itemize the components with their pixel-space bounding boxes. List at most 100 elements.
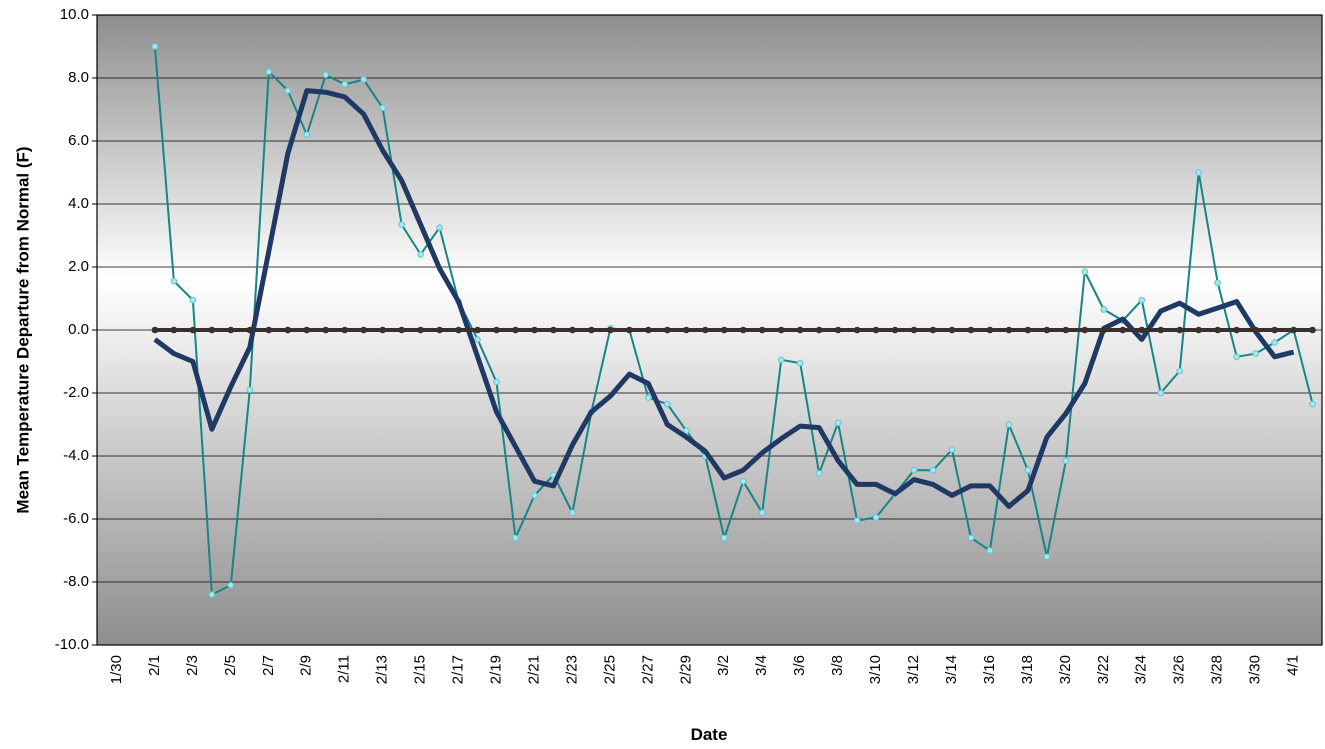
data-point	[948, 446, 956, 454]
data-point	[531, 492, 538, 499]
data-point	[1119, 326, 1127, 334]
data-point	[170, 277, 178, 285]
data-point	[1081, 268, 1089, 276]
data-point	[758, 509, 766, 517]
data-point	[569, 509, 576, 517]
x-tick-label: 2/5	[222, 655, 239, 676]
data-point	[796, 359, 804, 367]
data-point	[1138, 296, 1146, 304]
data-point	[701, 326, 709, 334]
data-point	[1195, 169, 1202, 176]
data-point	[853, 326, 861, 334]
data-point	[1157, 326, 1165, 334]
data-point	[645, 394, 652, 402]
data-point	[815, 326, 823, 334]
x-tick-label: 2/19	[487, 655, 504, 684]
data-point	[796, 326, 804, 334]
data-point	[379, 104, 386, 112]
data-point	[493, 326, 500, 334]
y-tick-label: -6.0	[63, 510, 89, 527]
x-tick-label: 2/21	[525, 655, 542, 684]
data-point	[360, 326, 367, 334]
x-tick-label: 2/15	[412, 655, 429, 684]
data-point	[550, 326, 557, 334]
data-point	[1043, 326, 1051, 334]
data-point	[739, 477, 747, 485]
data-point	[1043, 553, 1051, 561]
data-point	[398, 221, 405, 228]
y-tick-label: 4.0	[68, 195, 89, 212]
x-tick-label: 2/17	[450, 655, 467, 684]
data-point	[948, 326, 956, 334]
x-tick-label: 3/14	[943, 655, 960, 684]
data-point	[834, 326, 842, 334]
x-tick-label: 3/4	[753, 655, 770, 676]
x-tick-label: 2/11	[336, 655, 353, 683]
data-point	[322, 71, 330, 79]
data-point	[569, 326, 576, 334]
data-point	[303, 326, 311, 334]
x-tick-label: 2/7	[260, 655, 277, 676]
x-tick-label: 3/6	[791, 655, 808, 676]
x-tick-label: 2/27	[639, 655, 656, 684]
y-tick-label: -8.0	[63, 573, 89, 590]
data-point	[1176, 326, 1184, 334]
plot-border	[96, 14, 1323, 646]
x-tick-label: 3/16	[981, 655, 998, 684]
data-point	[588, 326, 595, 334]
data-point	[151, 326, 159, 334]
data-point	[455, 326, 462, 334]
data-point	[151, 43, 159, 50]
data-point	[853, 517, 861, 524]
x-tick-label: 1/30	[108, 655, 125, 684]
data-point	[1157, 389, 1165, 397]
data-point	[227, 581, 235, 589]
data-point	[967, 326, 975, 334]
data-point	[967, 534, 975, 542]
x-tick-label: 3/28	[1209, 655, 1226, 684]
data-point	[341, 81, 349, 88]
data-point	[1005, 326, 1013, 334]
data-point	[929, 466, 937, 474]
y-tick-label: 8.0	[68, 69, 89, 86]
data-point	[1062, 457, 1070, 465]
data-point	[189, 326, 197, 334]
x-tick-label: 3/10	[867, 655, 884, 684]
data-point	[208, 591, 216, 598]
data-point	[777, 326, 785, 334]
x-tick-label: 3/26	[1171, 655, 1188, 684]
data-point	[986, 326, 994, 334]
data-point	[341, 326, 349, 334]
x-tick-label: 2/1	[146, 655, 163, 676]
y-tick-label: 0.0	[68, 321, 89, 338]
data-point	[1138, 326, 1146, 334]
data-point	[607, 326, 614, 334]
x-tick-label: 3/30	[1247, 655, 1264, 684]
data-point	[739, 326, 747, 334]
data-point	[929, 326, 937, 334]
data-point	[683, 427, 690, 435]
data-point	[265, 326, 273, 334]
y-tick-label: 10.0	[60, 6, 89, 23]
data-point	[1233, 326, 1240, 334]
x-tick-label: 3/24	[1133, 655, 1150, 684]
data-point	[303, 131, 311, 138]
data-point	[1233, 353, 1240, 361]
x-tick-label: 2/23	[563, 655, 580, 684]
data-point	[436, 224, 443, 231]
data-point	[872, 514, 880, 521]
data-point	[436, 326, 443, 334]
data-point	[1195, 326, 1202, 334]
x-tick-label: 3/8	[829, 655, 846, 676]
data-point	[398, 326, 405, 334]
data-point	[1309, 326, 1316, 334]
data-point	[1005, 421, 1013, 428]
data-point	[891, 326, 899, 334]
data-point	[777, 356, 785, 364]
data-point	[910, 466, 918, 474]
x-axis-title: Date	[691, 725, 728, 744]
data-point	[872, 326, 880, 334]
data-point	[417, 326, 424, 334]
data-point	[512, 326, 519, 334]
x-tick-label: 3/22	[1095, 655, 1112, 684]
